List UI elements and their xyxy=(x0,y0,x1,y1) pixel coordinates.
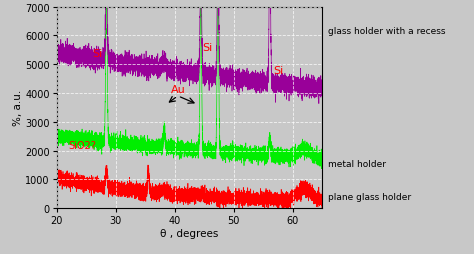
Text: Si: Si xyxy=(273,66,283,75)
Text: plane glass holder: plane glass holder xyxy=(328,192,411,201)
Text: SiO2?: SiO2? xyxy=(69,140,97,150)
Text: Si: Si xyxy=(92,48,102,58)
Text: metal holder: metal holder xyxy=(328,160,386,169)
Text: Si: Si xyxy=(202,43,212,53)
X-axis label: θ , degrees: θ , degrees xyxy=(160,228,219,238)
Y-axis label: %, a.u.: %, a.u. xyxy=(12,90,23,126)
Text: Au: Au xyxy=(171,84,185,94)
Text: glass holder with a recess: glass holder with a recess xyxy=(328,27,445,36)
